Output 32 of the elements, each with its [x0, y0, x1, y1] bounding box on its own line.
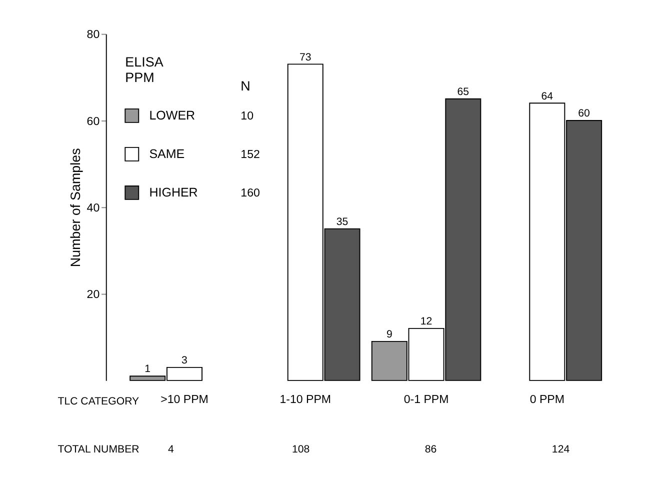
- annotation: N: [240, 78, 250, 94]
- text: 108: [292, 444, 310, 456]
- annotation: 152: [240, 149, 260, 162]
- legend-label: LOWER: [149, 108, 196, 123]
- data-label: 9: [386, 328, 392, 341]
- annotation: 10: [240, 110, 254, 123]
- data-label: 1: [144, 363, 151, 376]
- annotation: 160: [240, 188, 260, 200]
- legend-label: HIGHER: [149, 186, 198, 200]
- data-label: 64: [541, 90, 554, 102]
- y-axis-title: Number of Samples: [68, 148, 84, 268]
- x-tick-label: >10 PPM: [160, 394, 208, 406]
- x-tick-label: 1-10 PPM: [280, 394, 332, 406]
- y-tick-label: 20: [86, 289, 100, 302]
- y-tick-label: 40: [86, 202, 100, 214]
- legend-title: ELISA PPM: [125, 54, 164, 85]
- data-label: 35: [336, 216, 348, 228]
- x-tick-label: 0 PPM: [530, 394, 564, 406]
- legend-label: SAME: [149, 147, 185, 162]
- data-label: 12: [420, 316, 432, 328]
- text: 124: [552, 444, 570, 456]
- x-tick-label: 0-1 PPM: [404, 394, 449, 406]
- data-label: 65: [457, 86, 470, 98]
- data-label: 3: [182, 354, 188, 367]
- text: 4: [168, 444, 174, 456]
- data-label: 73: [299, 51, 312, 64]
- text: TOTAL NUMBER: [58, 444, 140, 456]
- data-label: 60: [578, 108, 590, 120]
- y-tick-label: 60: [86, 116, 100, 128]
- text: 86: [424, 444, 437, 456]
- x-axis-title: TLC CATEGORY: [58, 395, 140, 408]
- y-tick-label: 80: [86, 29, 100, 42]
